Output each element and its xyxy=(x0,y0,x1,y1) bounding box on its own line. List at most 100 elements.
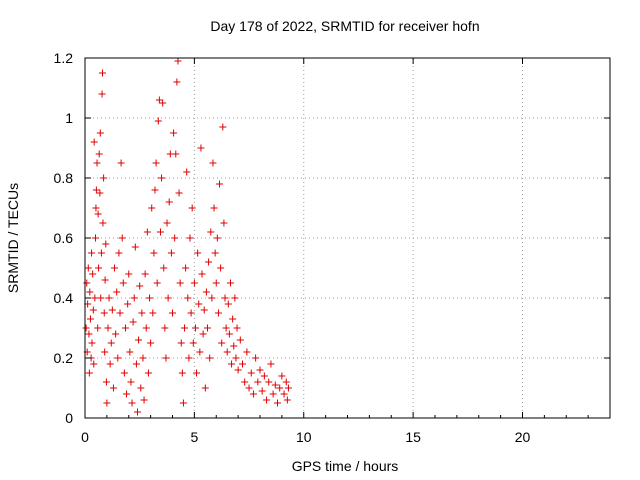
data-point xyxy=(274,399,281,407)
data-point xyxy=(205,258,213,266)
data-point xyxy=(136,282,144,290)
data-point xyxy=(102,378,110,386)
data-point xyxy=(151,186,159,194)
data-point xyxy=(269,390,277,398)
data-point xyxy=(175,189,183,197)
data-point xyxy=(234,366,242,374)
data-point xyxy=(153,279,161,287)
data-point xyxy=(184,294,192,302)
data-point xyxy=(154,117,162,125)
data-point xyxy=(245,384,253,392)
data-point xyxy=(213,234,221,242)
data-points xyxy=(82,57,292,416)
data-point xyxy=(88,249,96,257)
data-point xyxy=(260,372,268,380)
data-point xyxy=(204,324,211,332)
data-point xyxy=(271,381,279,389)
data-point xyxy=(181,324,189,332)
data-point xyxy=(224,300,232,308)
data-point xyxy=(190,279,198,287)
data-point xyxy=(97,294,105,302)
data-point xyxy=(161,324,169,332)
y-tick-label: 1.2 xyxy=(54,50,74,66)
data-point xyxy=(174,57,182,65)
data-point xyxy=(124,300,132,308)
axis-ticks: 0 5 10 15 20 0 0.2 0.4 0.6 0.8 1 1.2 xyxy=(54,50,610,445)
data-point xyxy=(212,279,220,287)
data-point xyxy=(241,378,249,386)
data-point xyxy=(127,378,135,386)
chart-title: Day 178 of 2022, SRMTID for receiver hof… xyxy=(210,18,479,34)
data-point xyxy=(82,324,90,332)
data-point xyxy=(92,234,99,242)
data-point xyxy=(228,360,236,368)
data-point xyxy=(209,159,217,167)
data-point xyxy=(187,309,195,317)
data-point xyxy=(220,219,228,227)
data-point xyxy=(98,90,106,98)
x-tick-label: 5 xyxy=(190,429,198,445)
data-point xyxy=(91,294,99,302)
data-point xyxy=(191,324,199,332)
data-point xyxy=(169,309,176,317)
data-point xyxy=(88,339,96,347)
data-point xyxy=(232,354,240,362)
data-point xyxy=(178,369,186,377)
data-point xyxy=(102,240,110,248)
y-tick-label: 0.6 xyxy=(54,230,74,246)
data-point xyxy=(101,276,109,284)
data-point xyxy=(138,309,146,317)
data-point xyxy=(100,174,108,182)
data-point xyxy=(142,324,150,332)
x-tick-label: 15 xyxy=(405,429,421,445)
data-point xyxy=(185,354,193,362)
data-point xyxy=(148,204,156,212)
data-point xyxy=(193,369,201,377)
data-point xyxy=(149,309,157,317)
data-point xyxy=(195,300,203,308)
data-point xyxy=(170,129,178,137)
data-point xyxy=(278,372,286,380)
data-point xyxy=(125,270,133,278)
data-point xyxy=(95,150,103,158)
data-point xyxy=(92,186,100,194)
data-point xyxy=(89,270,97,278)
y-tick-label: 1 xyxy=(65,110,73,126)
y-tick-label: 0 xyxy=(65,410,73,426)
x-tick-label: 0 xyxy=(81,429,89,445)
data-point xyxy=(239,360,246,368)
data-point xyxy=(90,360,98,368)
data-point xyxy=(179,399,187,407)
data-point xyxy=(99,69,106,77)
data-point xyxy=(114,354,122,362)
data-point xyxy=(229,315,237,323)
data-point xyxy=(144,369,152,377)
data-point xyxy=(236,336,244,344)
data-point xyxy=(177,339,185,347)
data-point xyxy=(96,129,104,137)
data-point xyxy=(89,306,97,314)
data-point xyxy=(231,294,239,302)
data-point xyxy=(186,234,194,242)
data-point xyxy=(223,348,231,356)
data-point xyxy=(165,198,173,206)
data-point xyxy=(217,264,225,272)
data-point xyxy=(197,144,205,152)
data-point xyxy=(90,138,98,146)
data-point xyxy=(207,228,215,236)
data-point xyxy=(196,348,204,356)
data-point xyxy=(206,354,214,362)
data-point xyxy=(254,378,262,386)
data-point xyxy=(163,219,171,227)
y-tick-label: 0.4 xyxy=(54,290,74,306)
data-point xyxy=(182,264,190,272)
data-point xyxy=(141,270,149,278)
data-point xyxy=(211,249,219,257)
x-tick-label: 10 xyxy=(296,429,312,445)
data-point xyxy=(131,243,139,251)
data-point xyxy=(225,330,233,338)
y-tick-label: 0.8 xyxy=(54,170,74,186)
data-point xyxy=(150,249,158,257)
data-point xyxy=(256,366,264,374)
